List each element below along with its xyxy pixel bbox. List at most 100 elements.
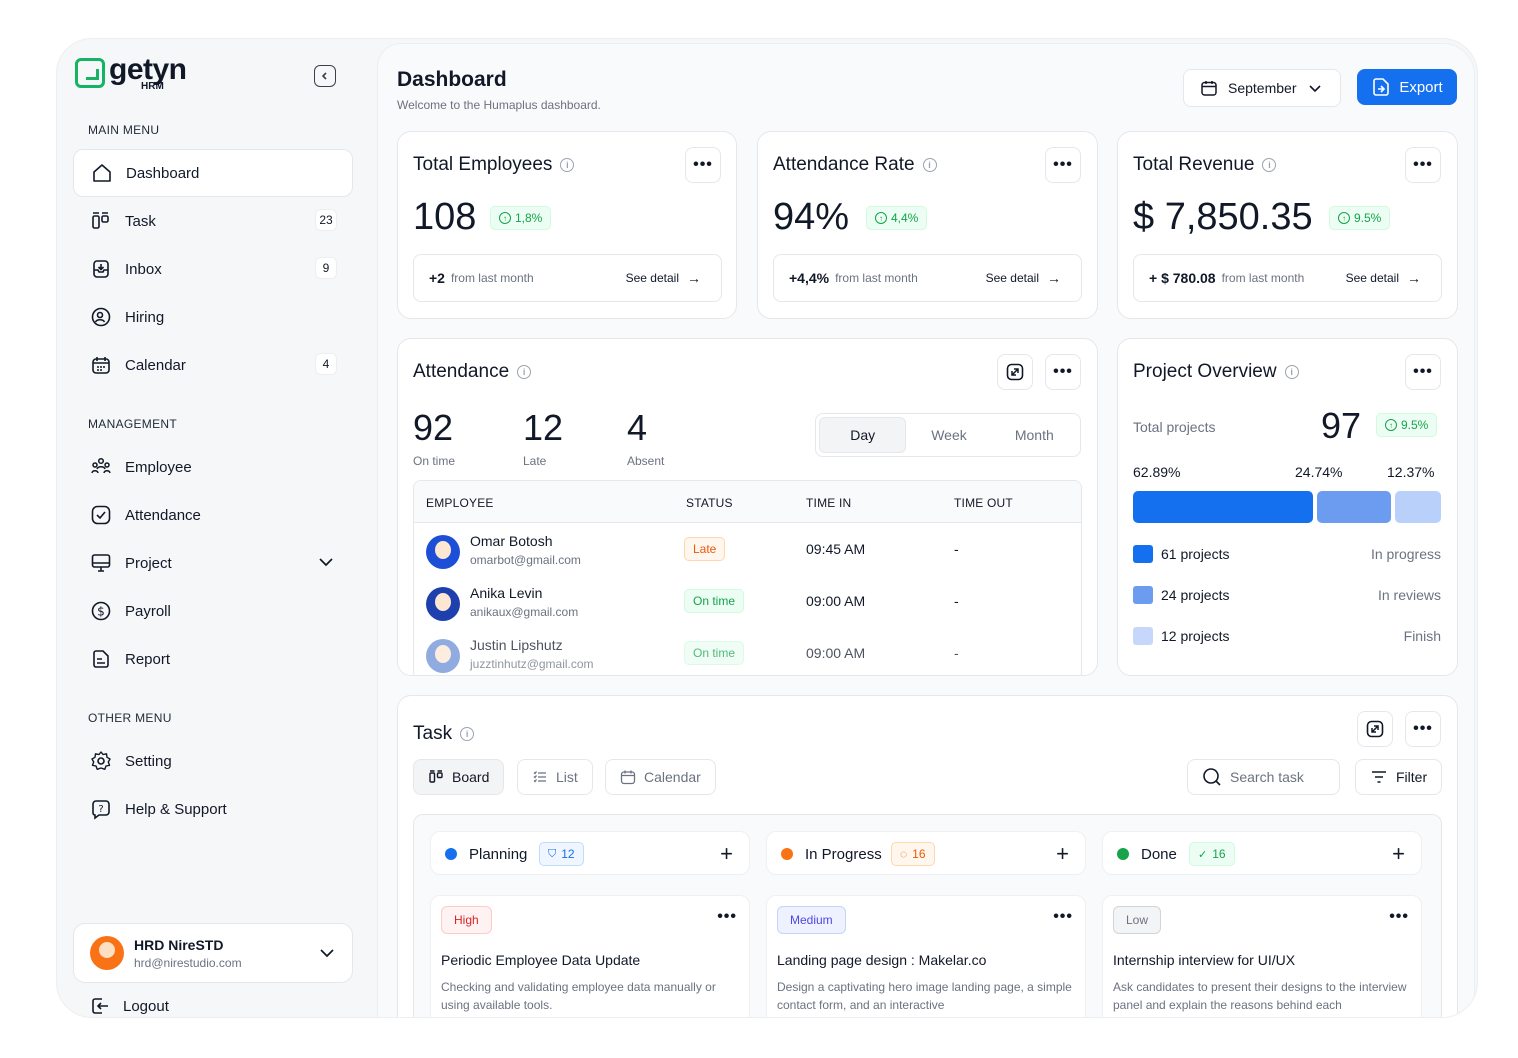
view-list-button[interactable]: List <box>517 759 593 795</box>
filter-button[interactable]: Filter <box>1355 759 1442 795</box>
stat-footer: +4,4% from last month See detail → <box>773 254 1082 302</box>
calendar-icon <box>89 353 113 377</box>
info-icon[interactable]: i <box>560 158 575 172</box>
column-header[interactable]: TIME OUT <box>954 496 1013 510</box>
card-title: Attendance <box>413 361 510 382</box>
more-options-button[interactable]: ••• <box>1045 354 1081 390</box>
column-header[interactable]: TIME IN <box>806 496 852 510</box>
export-label: Export <box>1399 78 1443 96</box>
more-options-button[interactable]: ••• <box>1405 354 1441 390</box>
stat-card-attendance-rate: Attendance Rate i ••• 94% ↑ 4,4% +4,4% fro… <box>757 131 1098 319</box>
task-item[interactable]: Medium ••• Landing page design : Makelar… <box>766 895 1086 1017</box>
collapse-sidebar-button[interactable] <box>314 65 336 87</box>
sidebar-item-calendar[interactable]: Calendar 4 <box>73 341 353 389</box>
card-title: Total Employees <box>413 154 553 175</box>
logout-button[interactable]: Logout <box>89 995 169 1017</box>
chevron-down-icon[interactable] <box>318 944 336 967</box>
sidebar-item-help[interactable]: ? Help & Support <box>73 785 353 833</box>
task-more-button[interactable]: ••• <box>717 908 737 925</box>
more-options-button[interactable]: ••• <box>1405 711 1441 747</box>
sidebar-item-project[interactable]: Project <box>73 539 353 587</box>
card-title-wrap: Attendance i <box>413 361 532 383</box>
main-menu-label: MAIN MENU <box>88 123 160 137</box>
sidebar-item-report[interactable]: Report <box>73 635 353 683</box>
user-profile-card[interactable]: HRD NireSTD hrd@nirestudio.com <box>73 923 353 983</box>
sidebar-item-task[interactable]: Task 23 <box>73 197 353 245</box>
sidebar-item-label: Dashboard <box>126 164 200 182</box>
info-icon[interactable]: i <box>1284 365 1299 379</box>
logo[interactable]: getyn <box>75 55 187 88</box>
delta-value: +2 <box>429 270 445 286</box>
badge-icon: ⛉ <box>548 847 557 860</box>
status-dot <box>1117 848 1129 860</box>
management-label: MANAGEMENT <box>88 417 178 431</box>
column-header[interactable]: STATUS <box>686 496 733 510</box>
logo-subtitle: HRM <box>141 81 164 92</box>
add-task-button[interactable]: + <box>720 841 733 866</box>
search-task-input[interactable]: Search task <box>1187 759 1340 795</box>
sidebar-item-label: Calendar <box>125 356 186 374</box>
stat-card-total-revenue: Total Revenue i ••• $ 7,850.35 ↑ 9.5% + $ … <box>1117 131 1458 319</box>
project-overview-card: Project Overview i ••• Total projects 97 … <box>1117 338 1458 676</box>
change-text: 4,4% <box>891 211 919 225</box>
sidebar-item-label: Hiring <box>125 308 165 326</box>
delta-text: from last month <box>1221 271 1305 285</box>
view-board-button[interactable]: Board <box>413 759 505 795</box>
delta-text: from last month <box>835 271 918 285</box>
table-row[interactable]: Anika Levin anikaux@gmail.com On time 09… <box>414 575 1081 627</box>
see-detail-label: See detail <box>985 271 1039 285</box>
column-header[interactable]: EMPLOYEE <box>426 496 494 510</box>
expand-icon <box>1366 720 1384 738</box>
table-row[interactable]: Omar Botosh omarbot@gmail.com Late 09:45… <box>414 523 1081 575</box>
table-row[interactable]: Justin Lipshutz juzztinhutz@gmail.com On… <box>414 627 1081 675</box>
board-icon <box>428 769 444 785</box>
add-task-button[interactable]: + <box>1056 841 1069 866</box>
expand-button[interactable] <box>997 354 1033 390</box>
more-options-button[interactable]: ••• <box>1405 147 1441 183</box>
sidebar-item-employee[interactable]: Employee <box>73 443 353 491</box>
search-icon <box>1202 767 1222 787</box>
filter-icon <box>1370 768 1388 786</box>
sidebar-item-payroll[interactable]: $ Payroll <box>73 587 353 635</box>
info-icon[interactable]: i <box>1262 158 1277 172</box>
see-detail-link[interactable]: See detail → <box>1346 270 1421 286</box>
employee-email: anikaux@gmail.com <box>470 605 579 619</box>
expand-button[interactable] <box>1357 711 1393 747</box>
status-badge: On time <box>684 641 745 665</box>
sidebar-item-hiring[interactable]: Hiring <box>73 293 353 341</box>
priority-badge: Low <box>1113 906 1162 934</box>
sidebar-item-inbox[interactable]: Inbox 9 <box>73 245 353 293</box>
info-icon[interactable]: i <box>517 365 532 379</box>
more-options-button[interactable]: ••• <box>1045 147 1081 183</box>
sidebar-item-label: Help & Support <box>125 800 227 818</box>
progress-segment-3 <box>1394 491 1441 523</box>
task-more-button[interactable]: ••• <box>1053 908 1073 925</box>
sidebar-item-attendance[interactable]: Attendance <box>73 491 353 539</box>
change-badge: ↑ 9.5% <box>1329 206 1391 230</box>
info-icon[interactable]: i <box>922 158 937 172</box>
chevron-down-icon[interactable] <box>317 553 335 576</box>
task-item[interactable]: High ••• Periodic Employee Data Update C… <box>430 895 750 1017</box>
tab-month[interactable]: Month <box>1014 427 1054 443</box>
view-calendar-button[interactable]: Calendar <box>605 759 716 795</box>
task-item[interactable]: Low ••• Internship interview for UI/UX A… <box>1102 895 1422 1017</box>
task-board: Planning ⛉ 12 + In Progress ◌ 16 + Done ✓ 1… <box>413 814 1442 1017</box>
info-icon[interactable]: i <box>460 727 475 741</box>
month-select[interactable]: September <box>1183 69 1341 107</box>
help-icon: ? <box>89 797 113 821</box>
legend-status: In progress <box>1370 546 1441 562</box>
view-label: Calendar <box>644 769 701 785</box>
sidebar-item-setting[interactable]: Setting <box>73 737 353 785</box>
tab-week[interactable]: Week <box>931 427 967 443</box>
task-more-button[interactable]: ••• <box>1389 908 1409 925</box>
see-detail-link[interactable]: See detail → <box>626 270 701 286</box>
add-task-button[interactable]: + <box>1392 841 1405 866</box>
tab-day[interactable]: Day <box>819 417 907 453</box>
delta-value: +4,4% <box>789 270 830 286</box>
see-detail-link[interactable]: See detail → <box>986 270 1061 286</box>
more-options-button[interactable]: ••• <box>685 147 721 183</box>
sidebar-item-dashboard[interactable]: Dashboard <box>73 149 353 197</box>
change-badge: ↑ 4,4% <box>866 206 928 230</box>
calendar-icon <box>1200 79 1218 97</box>
export-button[interactable]: Export <box>1357 69 1457 105</box>
